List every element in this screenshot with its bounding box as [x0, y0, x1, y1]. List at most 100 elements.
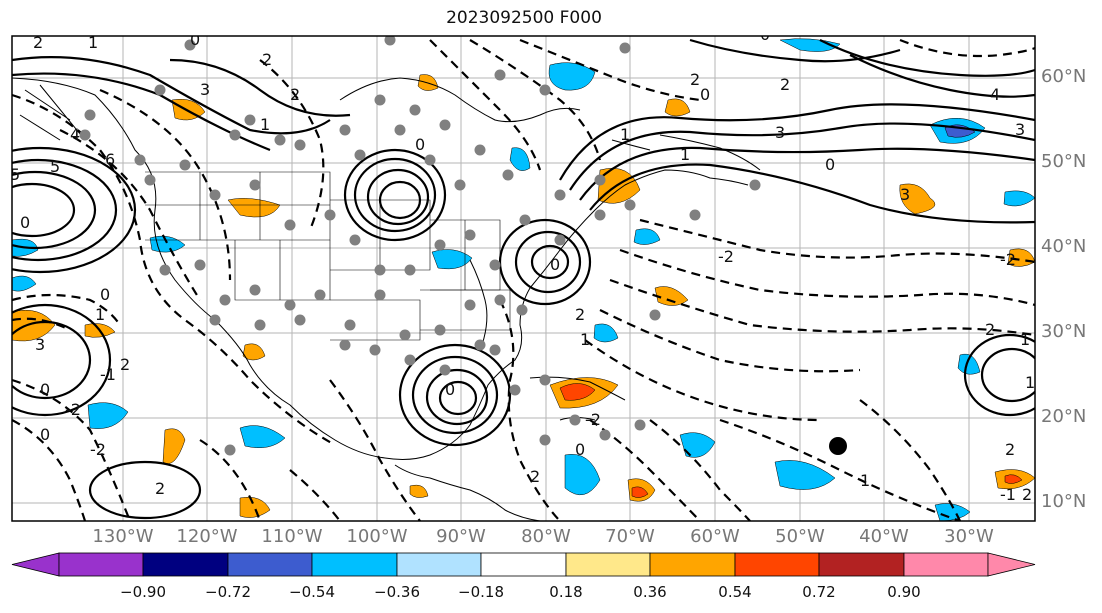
contour-label: 2 [1022, 485, 1032, 504]
station-dot [454, 179, 466, 191]
contour-label: 1 [860, 471, 870, 490]
station-dot [404, 264, 416, 276]
contour-label: 0 [575, 440, 585, 459]
station-dot [144, 174, 156, 186]
contour-label: -1 [1000, 485, 1016, 504]
colorbar-tick-label: 0.90 [887, 583, 921, 601]
station-dot [219, 294, 231, 306]
station-dot [424, 154, 436, 166]
contour-label: 2 [690, 70, 700, 89]
contour-label: 5 [50, 157, 60, 176]
station-dot [284, 299, 296, 311]
lat-label: 30°N [1041, 321, 1087, 342]
station-dot [274, 134, 286, 146]
station-dot [624, 199, 636, 211]
station-dot [649, 309, 661, 321]
contour-label: 0 [100, 285, 110, 304]
station-dot [689, 209, 701, 221]
contour-label: 0 [40, 380, 50, 399]
station-dot [474, 339, 486, 351]
station-dot [434, 324, 446, 336]
colorbar-tick-label: −0.72 [205, 583, 251, 601]
contour-label: 0 [415, 135, 425, 154]
station-dot [539, 84, 551, 96]
station-dot [394, 124, 406, 136]
lat-label: 40°N [1041, 236, 1087, 257]
contour-label: 2 [290, 85, 300, 104]
station-dot [516, 304, 528, 316]
station-dot [404, 354, 416, 366]
colorbar-cell [649, 552, 736, 577]
station-dot [509, 384, 521, 396]
station-dot [154, 84, 166, 96]
station-dot [594, 174, 606, 186]
contour-lines-dashed [12, 38, 1035, 521]
station-dot [294, 314, 306, 326]
station-dot [439, 119, 451, 131]
contour-label: 2 [33, 33, 43, 52]
colorbar-extend-high [987, 552, 1036, 577]
contour-label: 4 [990, 85, 1000, 104]
station-dot [599, 429, 611, 441]
colorbar [11, 552, 1036, 577]
lon-label: 40°W [859, 526, 909, 547]
station-dot [249, 179, 261, 191]
contour-label: 1 [88, 33, 98, 52]
colorbar-cell [818, 552, 905, 577]
station-dot [619, 42, 631, 54]
contour-label: 1 [1025, 373, 1035, 392]
contour-label: 2 [120, 355, 130, 374]
station-dot [569, 414, 581, 426]
contour-label: -1 [100, 365, 116, 384]
station-dot [294, 139, 306, 151]
contour-label: 1 [1020, 330, 1030, 349]
station-dot [339, 124, 351, 136]
station-dot [79, 129, 91, 141]
contour-label: -2 [1000, 250, 1016, 269]
colorbar-tick-label: 0.36 [633, 583, 667, 601]
contour-label: -2 [718, 247, 734, 266]
contour-label: 0 [20, 213, 30, 232]
contour-label: 3 [200, 80, 210, 99]
map-frame [11, 35, 1036, 522]
station-dot [339, 339, 351, 351]
contour-label: 0 [700, 85, 710, 104]
contour-label: 2 [1005, 440, 1015, 459]
contour-label: 1 [260, 115, 270, 134]
colorbar-cell [58, 552, 144, 577]
contour-label: 1 [620, 125, 630, 144]
station-dot [229, 129, 241, 141]
colorbar-tick-label: −0.90 [120, 583, 166, 601]
station-dot [184, 39, 196, 51]
contour-label: 6 [105, 150, 115, 169]
station-dot [554, 189, 566, 201]
contour-lines-solid [12, 38, 1035, 520]
lat-label: 50°N [1041, 151, 1087, 172]
station-dot [344, 319, 356, 331]
lat-label: 60°N [1041, 66, 1087, 87]
lon-label: 90°W [436, 526, 486, 547]
contour-label: 3 [775, 123, 785, 142]
station-dot [244, 114, 256, 126]
station-dot [464, 299, 476, 311]
contour-label: 3 [900, 185, 910, 204]
station-dot [374, 289, 386, 301]
station-dot [314, 289, 326, 301]
contour-label: 1 [680, 145, 690, 164]
station-dot [209, 314, 221, 326]
colorbar-cell [734, 552, 820, 577]
lon-label: 80°W [521, 526, 571, 547]
colorbar-extend-low [11, 552, 60, 577]
lon-label: 130°W [92, 526, 154, 547]
station-dot [494, 69, 506, 81]
colorbar-tick-label: −0.18 [458, 583, 504, 601]
colorbar-tick-label: 0.18 [549, 583, 583, 601]
contour-label: 0 [190, 30, 200, 49]
station-dot [209, 189, 221, 201]
colorbar-tick-label: −0.36 [374, 583, 420, 601]
colorbar-tick-label: −0.54 [289, 583, 335, 601]
lon-label: 110°W [261, 526, 323, 547]
contour-label: -2 [65, 400, 81, 419]
contour-label: 2 [530, 467, 540, 486]
